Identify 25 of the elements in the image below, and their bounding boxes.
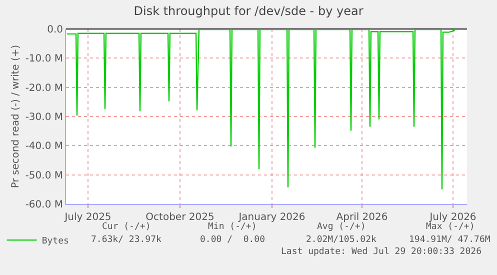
y-tick-label: -60.0 M: [25, 200, 63, 210]
text: 2.02M/105.02k: [306, 235, 378, 245]
text: 194.91M/ 47.76M: [409, 235, 491, 245]
text: 0.00 / 0.00: [200, 235, 266, 245]
text: Avg (-/+): [317, 222, 366, 232]
x-tick-label: April 2026: [336, 212, 388, 223]
y-tick-label: -50.0 M: [25, 170, 63, 182]
text: Max (-/+): [426, 222, 475, 232]
text: Last update: Wed Jul 29 20:00:33 2026: [281, 247, 482, 257]
y-tick-label: 0.0: [47, 24, 63, 36]
x-tick-label: January 2026: [238, 212, 306, 223]
y-tick-label: -40.0 M: [25, 141, 63, 152]
y-tick-label: -10.0 M: [25, 54, 63, 65]
legend-label: Bytes: [42, 236, 69, 247]
x-tick-label: July 2026: [428, 212, 476, 223]
line-series: [66, 29, 456, 190]
text: Cur (-/+): [102, 222, 151, 232]
y-tick-label: -30.0 M: [25, 112, 63, 123]
text: Min (-/+): [208, 222, 257, 232]
y-tick-label: -20.0 M: [25, 82, 63, 94]
chart-title: Disk throughput for /dev/sde - by year: [134, 4, 364, 18]
x-tick-label: July 2025: [64, 212, 112, 223]
x-tick-label: October 2025: [146, 212, 214, 223]
y-axis-title: Pr second read (-) / write (+): [10, 44, 22, 188]
text: 7.63k/ 23.97k: [91, 235, 162, 245]
